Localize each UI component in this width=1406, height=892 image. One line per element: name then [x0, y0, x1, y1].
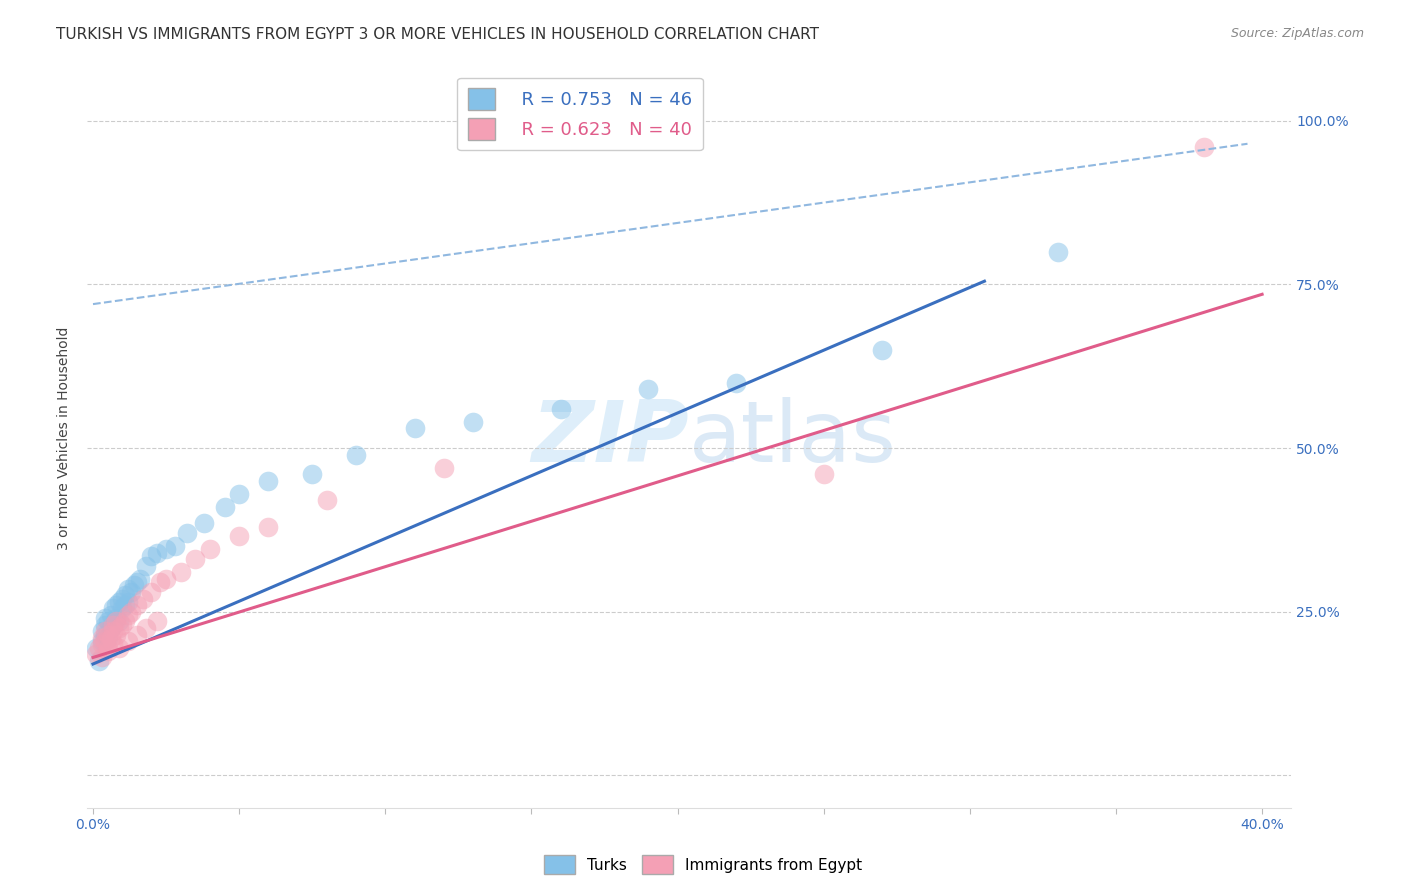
Point — [141, 549, 163, 563]
Point — [146, 615, 169, 629]
Point — [637, 382, 659, 396]
Point — [125, 575, 148, 590]
Point — [131, 591, 153, 606]
Legend:   R = 0.753   N = 46,   R = 0.623   N = 40: R = 0.753 N = 46, R = 0.623 N = 40 — [457, 78, 703, 151]
Point — [100, 621, 122, 635]
Point — [193, 516, 215, 531]
Point — [1192, 140, 1215, 154]
Point — [120, 585, 142, 599]
Point — [87, 640, 110, 655]
Point — [125, 627, 148, 641]
Point — [813, 467, 835, 482]
Point — [105, 627, 128, 641]
Point — [111, 617, 134, 632]
Text: atlas: atlas — [689, 397, 897, 480]
Point — [155, 572, 177, 586]
Point — [870, 343, 893, 357]
Point — [97, 615, 120, 629]
Point — [155, 542, 177, 557]
Point — [404, 421, 426, 435]
Point — [100, 607, 122, 622]
Point — [114, 598, 136, 612]
Point — [122, 578, 145, 592]
Legend: Turks, Immigrants from Egypt: Turks, Immigrants from Egypt — [538, 849, 868, 880]
Point — [114, 588, 136, 602]
Point — [97, 627, 120, 641]
Point — [433, 460, 456, 475]
Point — [103, 624, 125, 639]
Point — [103, 617, 125, 632]
Point — [108, 615, 131, 629]
Point — [105, 615, 128, 629]
Text: ZIP: ZIP — [531, 397, 689, 480]
Point — [97, 644, 120, 658]
Point — [87, 654, 110, 668]
Point — [257, 474, 280, 488]
Point — [105, 611, 128, 625]
Point — [84, 647, 107, 661]
Point — [315, 493, 337, 508]
Point — [461, 415, 484, 429]
Point — [97, 631, 120, 645]
Point — [141, 585, 163, 599]
Point — [108, 640, 131, 655]
Point — [105, 598, 128, 612]
Point — [149, 575, 172, 590]
Point — [103, 601, 125, 615]
Text: TURKISH VS IMMIGRANTS FROM EGYPT 3 OR MORE VEHICLES IN HOUSEHOLD CORRELATION CHA: TURKISH VS IMMIGRANTS FROM EGYPT 3 OR MO… — [56, 27, 820, 42]
Point — [100, 631, 122, 645]
Point — [108, 621, 131, 635]
Point — [97, 640, 120, 655]
Point — [111, 591, 134, 606]
Point — [111, 601, 134, 615]
Point — [214, 500, 236, 514]
Point — [117, 634, 139, 648]
Point — [84, 640, 107, 655]
Point — [176, 526, 198, 541]
Point — [108, 595, 131, 609]
Point — [90, 631, 112, 645]
Point — [344, 448, 367, 462]
Point — [117, 582, 139, 596]
Point — [93, 611, 115, 625]
Point — [184, 552, 207, 566]
Point — [93, 627, 115, 641]
Point — [90, 650, 112, 665]
Point — [90, 624, 112, 639]
Point — [93, 617, 115, 632]
Text: Source: ZipAtlas.com: Source: ZipAtlas.com — [1230, 27, 1364, 40]
Point — [146, 546, 169, 560]
Point — [550, 401, 572, 416]
Point — [163, 539, 186, 553]
Point — [114, 615, 136, 629]
Point — [228, 529, 250, 543]
Point — [135, 558, 157, 573]
Point — [120, 605, 142, 619]
Point — [93, 624, 115, 639]
Point — [128, 572, 150, 586]
Y-axis label: 3 or more Vehicles in Household: 3 or more Vehicles in Household — [58, 326, 72, 550]
Point — [90, 637, 112, 651]
Point — [257, 519, 280, 533]
Point — [135, 621, 157, 635]
Point — [301, 467, 323, 482]
Point — [103, 617, 125, 632]
Point — [90, 634, 112, 648]
Point — [1046, 244, 1069, 259]
Point — [117, 607, 139, 622]
Point — [198, 542, 221, 557]
Point — [170, 566, 193, 580]
Point — [228, 487, 250, 501]
Point — [117, 595, 139, 609]
Point — [125, 598, 148, 612]
Point — [724, 376, 747, 390]
Point — [103, 637, 125, 651]
Point — [93, 634, 115, 648]
